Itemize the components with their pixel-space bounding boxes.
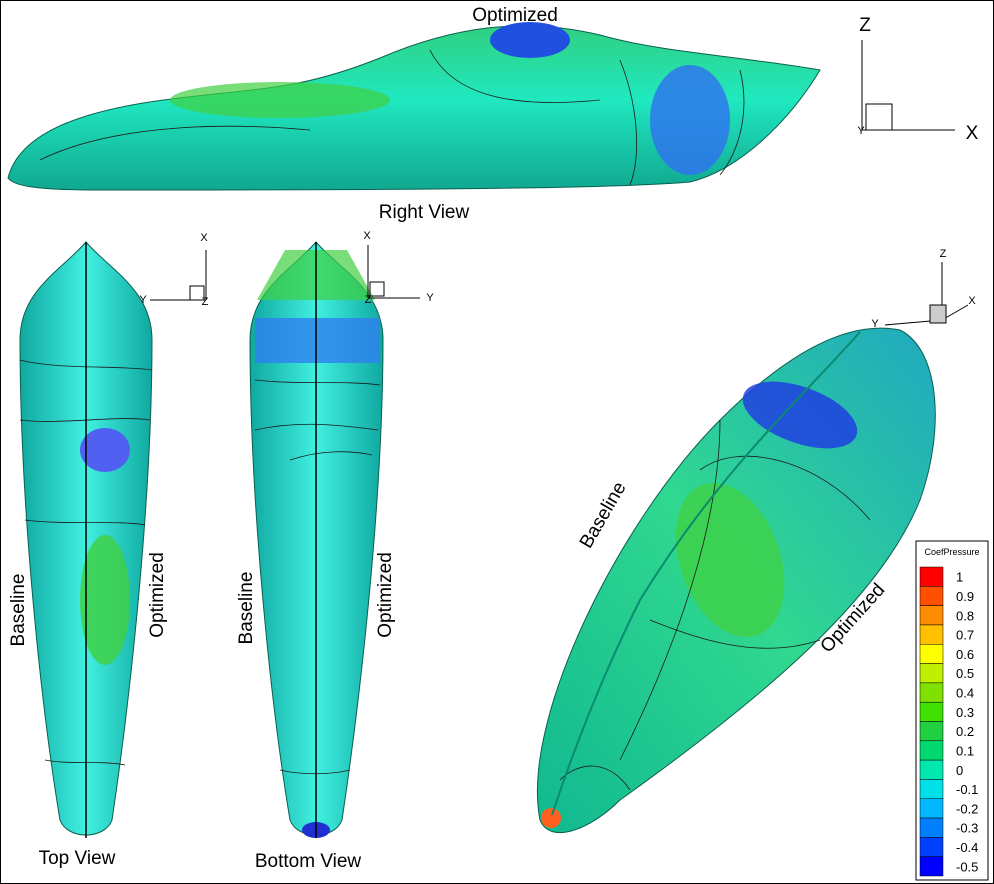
axis-label: X	[966, 123, 979, 144]
legend-swatch	[919, 663, 944, 684]
contour	[742, 381, 858, 449]
contour	[255, 318, 380, 363]
legend-label: -0.5	[956, 859, 978, 874]
axis-triad	[150, 250, 207, 301]
side-label: Baseline	[236, 572, 257, 645]
contour	[650, 65, 730, 175]
legend-swatch	[919, 624, 944, 645]
legend-swatch	[919, 586, 944, 606]
legend-swatch	[919, 605, 944, 626]
axis-label: Z	[859, 15, 871, 36]
legend-swatch	[919, 837, 944, 857]
legend-label: 0.3	[956, 705, 974, 720]
legend-swatch	[919, 566, 944, 587]
legend-label: 0.8	[956, 608, 974, 623]
axis-label: Y	[871, 318, 879, 330]
side-label: Baseline	[8, 574, 29, 647]
view-caption: Bottom View	[255, 851, 362, 872]
legend-label: 0.6	[956, 647, 974, 662]
legend-label: -0.2	[956, 801, 978, 816]
legend-swatch	[919, 798, 944, 819]
axis-label: Y	[857, 125, 865, 137]
legend-label: 1	[956, 570, 963, 585]
axis-label: X	[968, 295, 976, 307]
legend-label: 0	[956, 763, 963, 778]
view-label: Optimized	[472, 5, 558, 26]
legend-label: 0.7	[956, 628, 974, 643]
legend-label: -0.1	[956, 782, 978, 797]
axis-triad	[884, 262, 969, 326]
contour	[80, 428, 130, 472]
contour	[675, 482, 785, 638]
legend-swatch	[919, 721, 944, 742]
view-caption: Right View	[379, 202, 470, 223]
legend-swatch	[919, 682, 944, 703]
legend-entries: 1 0.9 0.8 0.7 0.6 0.5 0.4 0.3 0.2 0.1 0 -0.1 -0.2 -0.…	[919, 566, 978, 877]
legend-swatch	[919, 644, 944, 664]
side-label: Optimized	[147, 552, 168, 638]
view-caption: Top View	[39, 848, 116, 869]
axis-triad	[861, 40, 955, 131]
legend-label: 0.1	[956, 743, 974, 758]
legend-label: 0.9	[956, 589, 974, 604]
axis-label: Y	[426, 292, 434, 304]
axis-label: Z	[202, 296, 209, 308]
contour	[170, 82, 390, 118]
axis-triad	[367, 245, 420, 299]
contour	[541, 808, 561, 828]
legend-swatch	[919, 817, 944, 838]
axis-label: Y	[139, 294, 147, 306]
legend-swatch	[919, 759, 944, 780]
legend-label: 0.4	[956, 686, 974, 701]
seam	[551, 331, 861, 816]
axis-label: Z	[940, 248, 947, 260]
legend-label: 0.5	[956, 666, 974, 681]
contour	[80, 535, 130, 665]
legend-label: 0.2	[956, 724, 974, 739]
legend-swatch	[919, 779, 944, 799]
side-label: Optimized	[375, 552, 396, 638]
axis-label: X	[363, 230, 371, 242]
contour	[490, 22, 570, 58]
legend-swatch	[919, 740, 944, 761]
legend-label: -0.4	[956, 840, 978, 855]
legend-label: -0.3	[956, 821, 978, 836]
legend-swatch	[919, 701, 944, 722]
axis-label: Z	[365, 294, 372, 306]
axis-label: X	[200, 232, 208, 244]
legend-title: CoefPressure	[924, 547, 979, 557]
legend-swatch	[919, 856, 944, 877]
